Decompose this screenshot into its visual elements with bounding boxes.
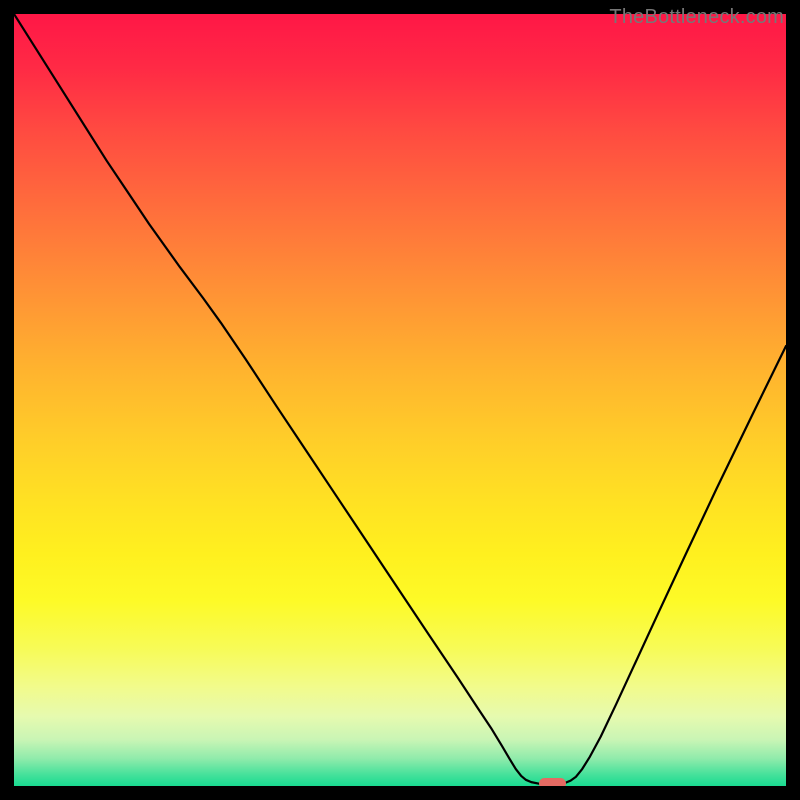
chart-frame: TheBottleneck.com [0, 0, 800, 800]
plot-area [14, 14, 786, 786]
valley-marker [539, 778, 566, 787]
watermark-text: TheBottleneck.com [609, 6, 784, 29]
line-curve [14, 14, 786, 786]
